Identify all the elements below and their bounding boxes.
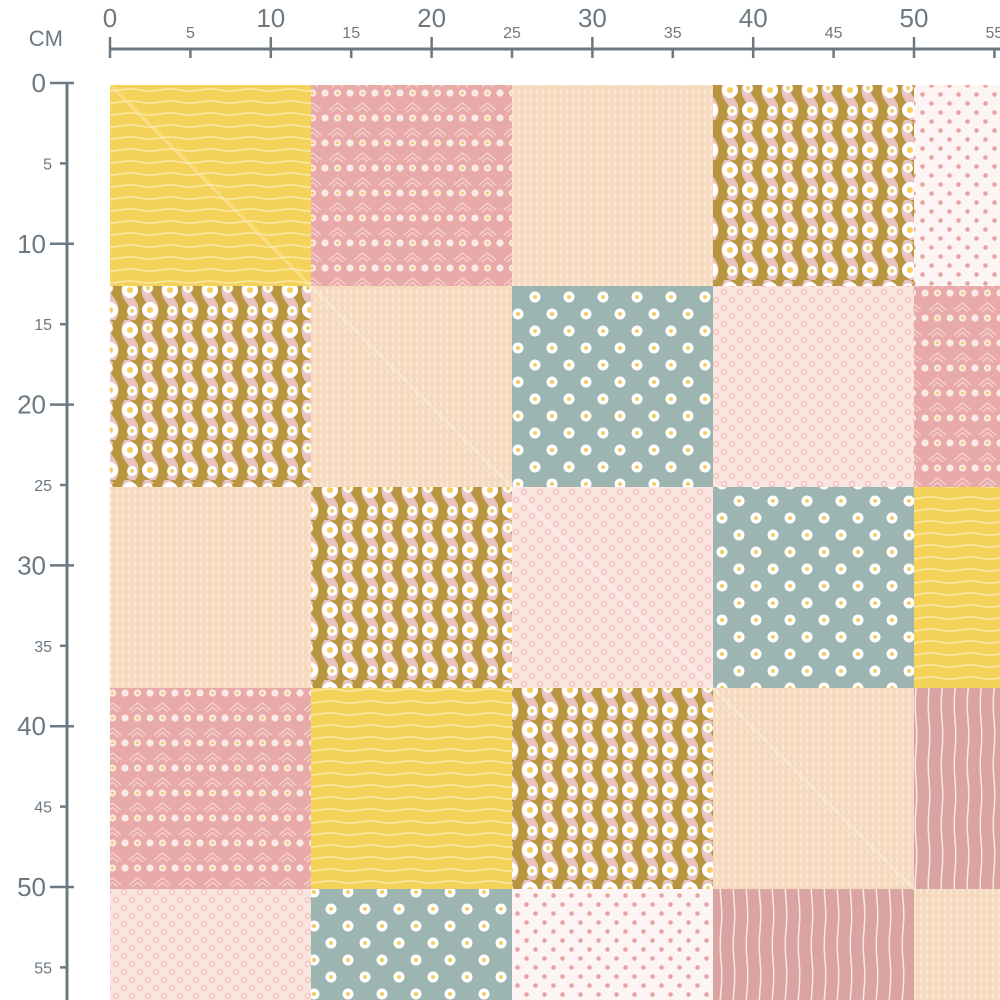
ruler-left-label: 55 xyxy=(34,960,52,977)
tile-white-pink-dots xyxy=(512,889,714,1000)
ruler-top-label: 35 xyxy=(664,25,682,42)
ruler-left-label: 50 xyxy=(17,872,46,902)
ruler-top-label: 25 xyxy=(503,25,521,42)
ruler-top-label: 20 xyxy=(417,3,446,33)
ruler-left-label: 35 xyxy=(34,639,52,656)
tile-white-pink-dots xyxy=(914,85,1000,287)
ruler-unit-label: CM xyxy=(29,26,63,51)
ruler-top-label: 55 xyxy=(986,25,1000,42)
tile-mustard-daisy-wave xyxy=(512,688,714,890)
tile-light-pink-floral xyxy=(512,487,714,689)
ruler-top-label: 10 xyxy=(256,3,285,33)
tile-peach-dashes xyxy=(110,487,312,689)
ruler-top-label: 50 xyxy=(900,3,929,33)
tile-mustard-daisy-wave xyxy=(713,85,915,287)
ruler-top-label: 30 xyxy=(578,3,607,33)
tile-peach-dashes xyxy=(914,889,1000,1000)
ruler-left-label: 45 xyxy=(34,800,52,817)
tile-yellow-stripes xyxy=(914,487,1000,689)
tile-teal-daisy xyxy=(713,487,915,689)
patchwork-grid xyxy=(108,83,1000,1000)
tile-light-pink-floral xyxy=(713,286,915,488)
ruler-top: 0 5 10 15 20 25 30 35 40 45 50 55 xyxy=(103,3,1000,58)
ruler-left-label: 40 xyxy=(17,711,46,741)
ruler-left-label: 0 xyxy=(32,68,46,98)
ruler-left-label: 20 xyxy=(17,390,46,420)
tile-mustard-daisy-wave xyxy=(311,487,513,689)
tile-yellow-stripes xyxy=(311,688,513,890)
tile-pink-stripes xyxy=(713,889,915,1000)
tile-peach-dashes xyxy=(311,286,513,488)
tile-mustard-daisy-wave xyxy=(110,286,312,488)
diagonal-seam xyxy=(108,83,917,892)
ruler-left: 0 5 10 15 20 25 30 35 40 45 50 55 xyxy=(17,68,74,1000)
tile-yellow-stripes xyxy=(110,85,312,287)
tile-light-pink-floral xyxy=(110,889,312,1000)
tile-pink-stripes xyxy=(914,688,1000,890)
tile-teal-daisy xyxy=(512,286,714,488)
tile-pink-geo-daisy xyxy=(110,688,312,890)
ruler-top-label: 40 xyxy=(739,3,768,33)
ruler-top-label: 0 xyxy=(103,3,117,33)
tile-peach-dashes xyxy=(713,688,915,890)
ruler-left-label: 30 xyxy=(17,550,46,580)
tile-peach-dashes xyxy=(512,85,714,287)
ruler-left-label: 5 xyxy=(43,156,52,173)
ruler-left-label: 15 xyxy=(34,317,52,334)
tile-pink-geo-daisy xyxy=(914,286,1000,488)
tile-pink-geo-daisy xyxy=(311,85,513,287)
ruler-top-label: 5 xyxy=(186,25,195,42)
ruler-top-label: 15 xyxy=(342,25,360,42)
tile-teal-daisy xyxy=(311,889,513,1000)
ruler-top-label: 45 xyxy=(825,25,843,42)
ruler-left-label: 10 xyxy=(17,229,46,259)
ruler-left-label: 25 xyxy=(34,478,52,495)
